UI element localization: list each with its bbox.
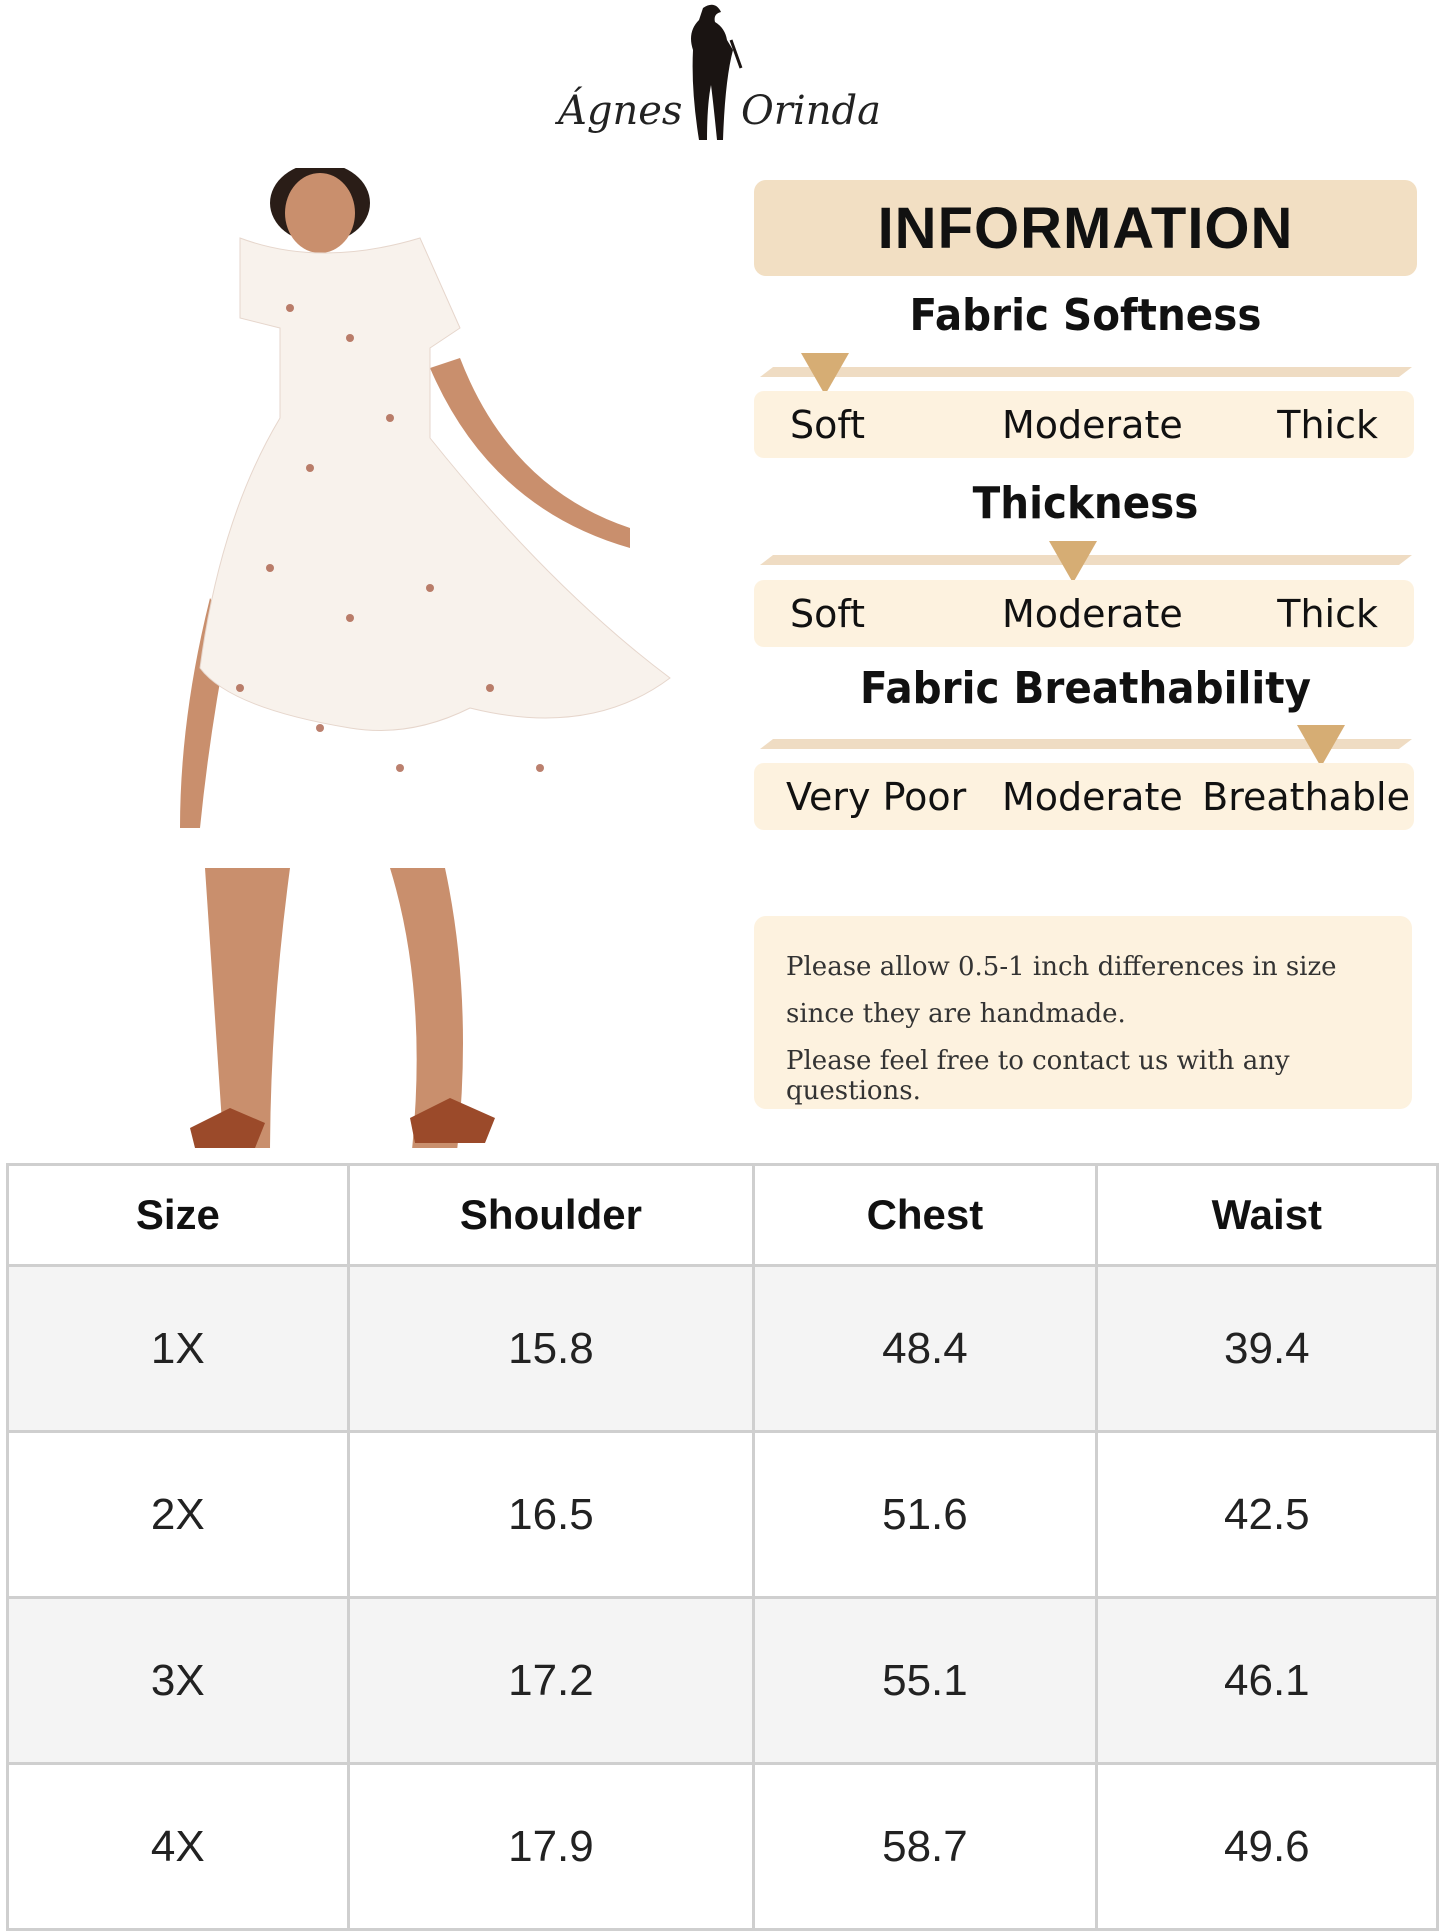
information-header: INFORMATION — [754, 180, 1417, 276]
scale-labels: Soft Moderate Thick — [754, 391, 1414, 458]
table-cell: 58.7 — [752, 1762, 1098, 1931]
column-header: Waist — [1094, 1163, 1440, 1267]
table-cell: 46.1 — [1094, 1596, 1440, 1765]
table-cell: 16.5 — [346, 1430, 756, 1599]
scale-title: Fabric Breathability — [860, 663, 1311, 714]
column-header: Chest — [752, 1163, 1098, 1267]
table-cell: 4X — [6, 1762, 350, 1931]
scale-label-mid: Moderate — [1002, 592, 1183, 636]
scale-label-mid: Moderate — [1002, 775, 1183, 819]
table-cell: 15.8 — [346, 1264, 756, 1433]
table-cell: 2X — [6, 1430, 350, 1599]
scale-label-low: Soft — [790, 592, 865, 636]
scale-label-mid: Moderate — [1002, 403, 1183, 447]
table-row: 4X 17.9 58.7 49.6 — [6, 1762, 1440, 1931]
table-cell: 49.6 — [1094, 1762, 1440, 1931]
table-header-row: Size Shoulder Chest Waist — [6, 1163, 1440, 1267]
table-cell: 42.5 — [1094, 1430, 1440, 1599]
table-cell: 1X — [6, 1264, 350, 1433]
table-cell: 39.4 — [1094, 1264, 1440, 1433]
size-chart-table: Size Shoulder Chest Waist 1X 15.8 48.4 39.4 2X 1… — [6, 1163, 1440, 1931]
table-cell: 17.9 — [346, 1762, 756, 1931]
scale-label-high: Thick — [1277, 403, 1378, 447]
scale-label-low: Very Poor — [786, 775, 967, 819]
note-line: Please feel free to contact us with any … — [786, 1046, 1290, 1106]
scale-title: Fabric Softness — [909, 290, 1262, 341]
table-row: 3X 17.2 55.1 46.1 — [6, 1596, 1440, 1765]
note-line: since they are handmade. — [786, 999, 1126, 1029]
silhouette-icon — [691, 4, 743, 140]
scale-label-low: Soft — [790, 403, 865, 447]
scale-title: Thickness — [972, 478, 1199, 529]
table-cell: 17.2 — [346, 1596, 756, 1765]
table-cell: 51.6 — [752, 1430, 1098, 1599]
scale-labels: Soft Moderate Thick — [754, 580, 1414, 647]
table-row: 2X 16.5 51.6 42.5 — [6, 1430, 1440, 1599]
model-photo — [90, 163, 680, 1168]
column-header: Size — [6, 1163, 350, 1267]
size-note: Please allow 0.5-1 inch differences in s… — [754, 916, 1412, 1109]
scale-label-high: Breathable — [1202, 775, 1410, 819]
scale-indicator-icon — [801, 353, 849, 395]
scale-indicator-icon — [1297, 725, 1345, 767]
brand-logo: Ágnes Orinda — [553, 0, 881, 150]
scale-bar — [760, 739, 1412, 749]
scale-indicator-icon — [1049, 541, 1097, 583]
table-cell: 48.4 — [752, 1264, 1098, 1433]
table-cell: 55.1 — [752, 1596, 1098, 1765]
note-line: Please allow 0.5-1 inch differences in s… — [786, 952, 1337, 982]
scale-labels: Very Poor Moderate Breathable — [754, 763, 1414, 830]
table-row: 1X 15.8 48.4 39.4 — [6, 1264, 1440, 1433]
scale-bar — [760, 367, 1412, 377]
column-header: Shoulder — [346, 1163, 756, 1267]
scale-label-high: Thick — [1277, 592, 1378, 636]
table-cell: 3X — [6, 1596, 350, 1765]
